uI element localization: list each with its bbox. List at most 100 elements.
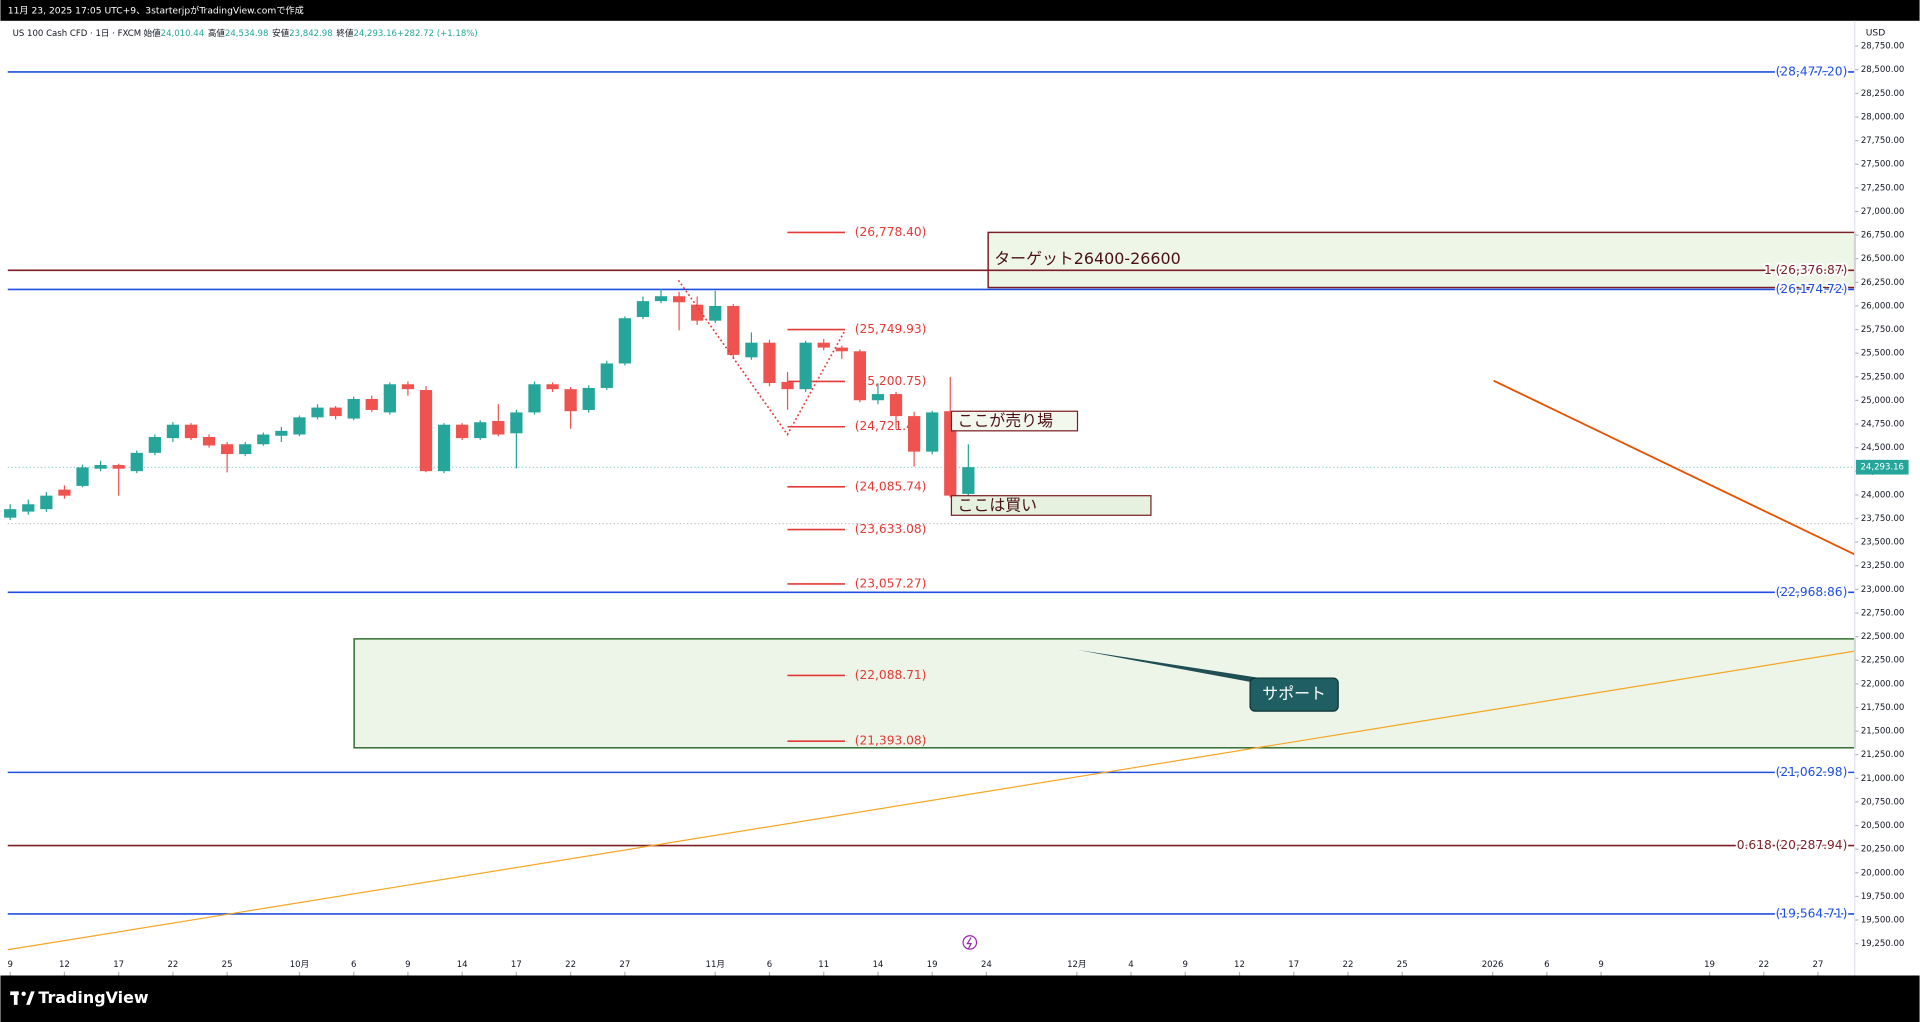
y-tick-label: 20,500.00 bbox=[1861, 821, 1905, 831]
x-tick-label: 17 bbox=[511, 960, 522, 970]
x-tick-label: 19 bbox=[1704, 960, 1715, 970]
candle-body bbox=[221, 444, 234, 455]
logo-part bbox=[13, 991, 18, 1005]
horizontal-line-label: 1 (26,376.87) bbox=[1764, 263, 1847, 277]
candle-body bbox=[600, 363, 613, 388]
callout-pointer bbox=[1077, 649, 1262, 683]
timestamp: 11月 23, 2025 17:05 UTC+9、3starterjpがTrad… bbox=[8, 5, 304, 17]
y-tick-label: 28,250.00 bbox=[1861, 89, 1905, 99]
x-tick-label: 27 bbox=[1813, 960, 1824, 970]
candle-body bbox=[239, 444, 252, 455]
y-tick-label: 23,750.00 bbox=[1861, 514, 1905, 524]
candle-body bbox=[58, 489, 71, 496]
candle-body bbox=[799, 342, 812, 390]
legend-label: 安値 bbox=[272, 27, 290, 39]
y-tick-label: 25,750.00 bbox=[1861, 325, 1905, 335]
x-tick-label: 11月 bbox=[706, 959, 725, 970]
x-tick-label: 12 bbox=[1234, 960, 1245, 970]
horizontal-line-label: (22,968.86) bbox=[1776, 585, 1848, 599]
zigzag bbox=[677, 279, 846, 436]
candle-body bbox=[311, 407, 324, 418]
candle-body bbox=[835, 347, 848, 352]
candle-body bbox=[383, 384, 396, 413]
y-tick-label: 27,750.00 bbox=[1861, 136, 1905, 146]
y-tick-label: 27,500.00 bbox=[1861, 160, 1905, 170]
y-tick-label: 28,000.00 bbox=[1861, 112, 1905, 122]
top-bar bbox=[0, 0, 1920, 21]
candle-body bbox=[166, 424, 180, 439]
y-tick-label: 23,500.00 bbox=[1861, 538, 1905, 548]
y-tick-label: 28,750.00 bbox=[1861, 42, 1905, 52]
x-tick-label: 22 bbox=[1343, 960, 1354, 970]
candle-body bbox=[889, 394, 903, 417]
candle-body bbox=[907, 416, 921, 452]
brand: TradingView bbox=[38, 988, 148, 1007]
y-tick-label: 25,250.00 bbox=[1861, 372, 1905, 382]
event-icon-bolt bbox=[966, 937, 973, 949]
y-tick-label: 19,750.00 bbox=[1861, 892, 1905, 902]
legend-value: 24,293.16 bbox=[353, 29, 397, 39]
y-tick-label: 24,500.00 bbox=[1861, 443, 1905, 453]
candle-body bbox=[944, 411, 957, 496]
level-mark-label: (26,778.40) bbox=[855, 225, 927, 239]
y-tick-label: 19,500.00 bbox=[1861, 916, 1905, 926]
event-icon[interactable] bbox=[962, 935, 978, 950]
x-tick-label: 9 bbox=[1598, 960, 1603, 970]
last-price-box bbox=[1855, 459, 1909, 475]
x-tick-label: 22 bbox=[167, 960, 178, 970]
candle-body bbox=[184, 424, 198, 439]
horizontal-line-label: (21,062.98) bbox=[1776, 765, 1848, 779]
candle-body bbox=[456, 424, 469, 439]
candle-body bbox=[4, 509, 17, 518]
legend-label: 高値 bbox=[208, 27, 226, 39]
y-tick-label: 26,500.00 bbox=[1861, 254, 1905, 264]
candle-body bbox=[419, 390, 433, 472]
x-tick-label: 9 bbox=[7, 960, 12, 970]
trendline bbox=[7, 650, 1855, 951]
y-tick-label: 26,750.00 bbox=[1861, 231, 1905, 241]
horizontal-line-label: (28,477.20) bbox=[1776, 64, 1848, 78]
y-tick-label: 26,000.00 bbox=[1861, 301, 1905, 311]
x-tick-label: 22 bbox=[1758, 960, 1769, 970]
candle-body bbox=[618, 318, 631, 364]
candle-body bbox=[257, 434, 270, 445]
x-tick-label: 19 bbox=[927, 960, 938, 970]
zone bbox=[353, 638, 1856, 749]
legend-value: +282.72 (+1.18%) bbox=[397, 29, 478, 39]
candle-body bbox=[510, 412, 523, 434]
x-tick-label: 2026 bbox=[1482, 960, 1504, 970]
candle-body bbox=[763, 342, 776, 384]
legend: US 100 Cash CFD · 1日 · FXCM 始値24,010.44 高値… bbox=[13, 27, 478, 39]
y-tick-label: 21,500.00 bbox=[1861, 727, 1905, 737]
candle-body bbox=[94, 465, 107, 469]
level-mark-label: (24,721.4 bbox=[855, 419, 914, 433]
logo-part bbox=[26, 991, 35, 1005]
candle-body bbox=[130, 452, 143, 472]
sell-box bbox=[950, 410, 1079, 432]
y-tick-label: 22,250.00 bbox=[1861, 656, 1905, 666]
candle-body bbox=[745, 342, 758, 358]
candle-body bbox=[654, 296, 668, 302]
candle-body bbox=[293, 417, 306, 435]
sell-label: ここが売り場 bbox=[958, 411, 1054, 430]
level-mark-label: (24,085.74) bbox=[855, 479, 927, 493]
candle-body bbox=[112, 465, 125, 469]
level-mark-label: (22,088.71) bbox=[855, 668, 927, 682]
x-tick-label: 4 bbox=[1128, 960, 1133, 970]
candle-body bbox=[148, 436, 161, 453]
x-tick-label: 17 bbox=[1288, 960, 1299, 970]
level-mark-label: (23,057.27) bbox=[855, 576, 927, 590]
y-tick-label: 23,250.00 bbox=[1861, 561, 1905, 571]
level-mark-label: (21,393.08) bbox=[855, 734, 927, 748]
candle-body bbox=[528, 384, 541, 413]
candle-body bbox=[781, 381, 794, 390]
legend-label: 終値 bbox=[336, 27, 354, 39]
candle-body bbox=[672, 296, 686, 303]
candle-body bbox=[202, 436, 216, 446]
y-tick-label: 27,250.00 bbox=[1861, 183, 1905, 193]
x-tick-label: 6 bbox=[351, 960, 356, 970]
candle-body bbox=[22, 504, 35, 512]
candle-body bbox=[817, 342, 830, 348]
y-tick-label: 28,500.00 bbox=[1861, 65, 1905, 75]
